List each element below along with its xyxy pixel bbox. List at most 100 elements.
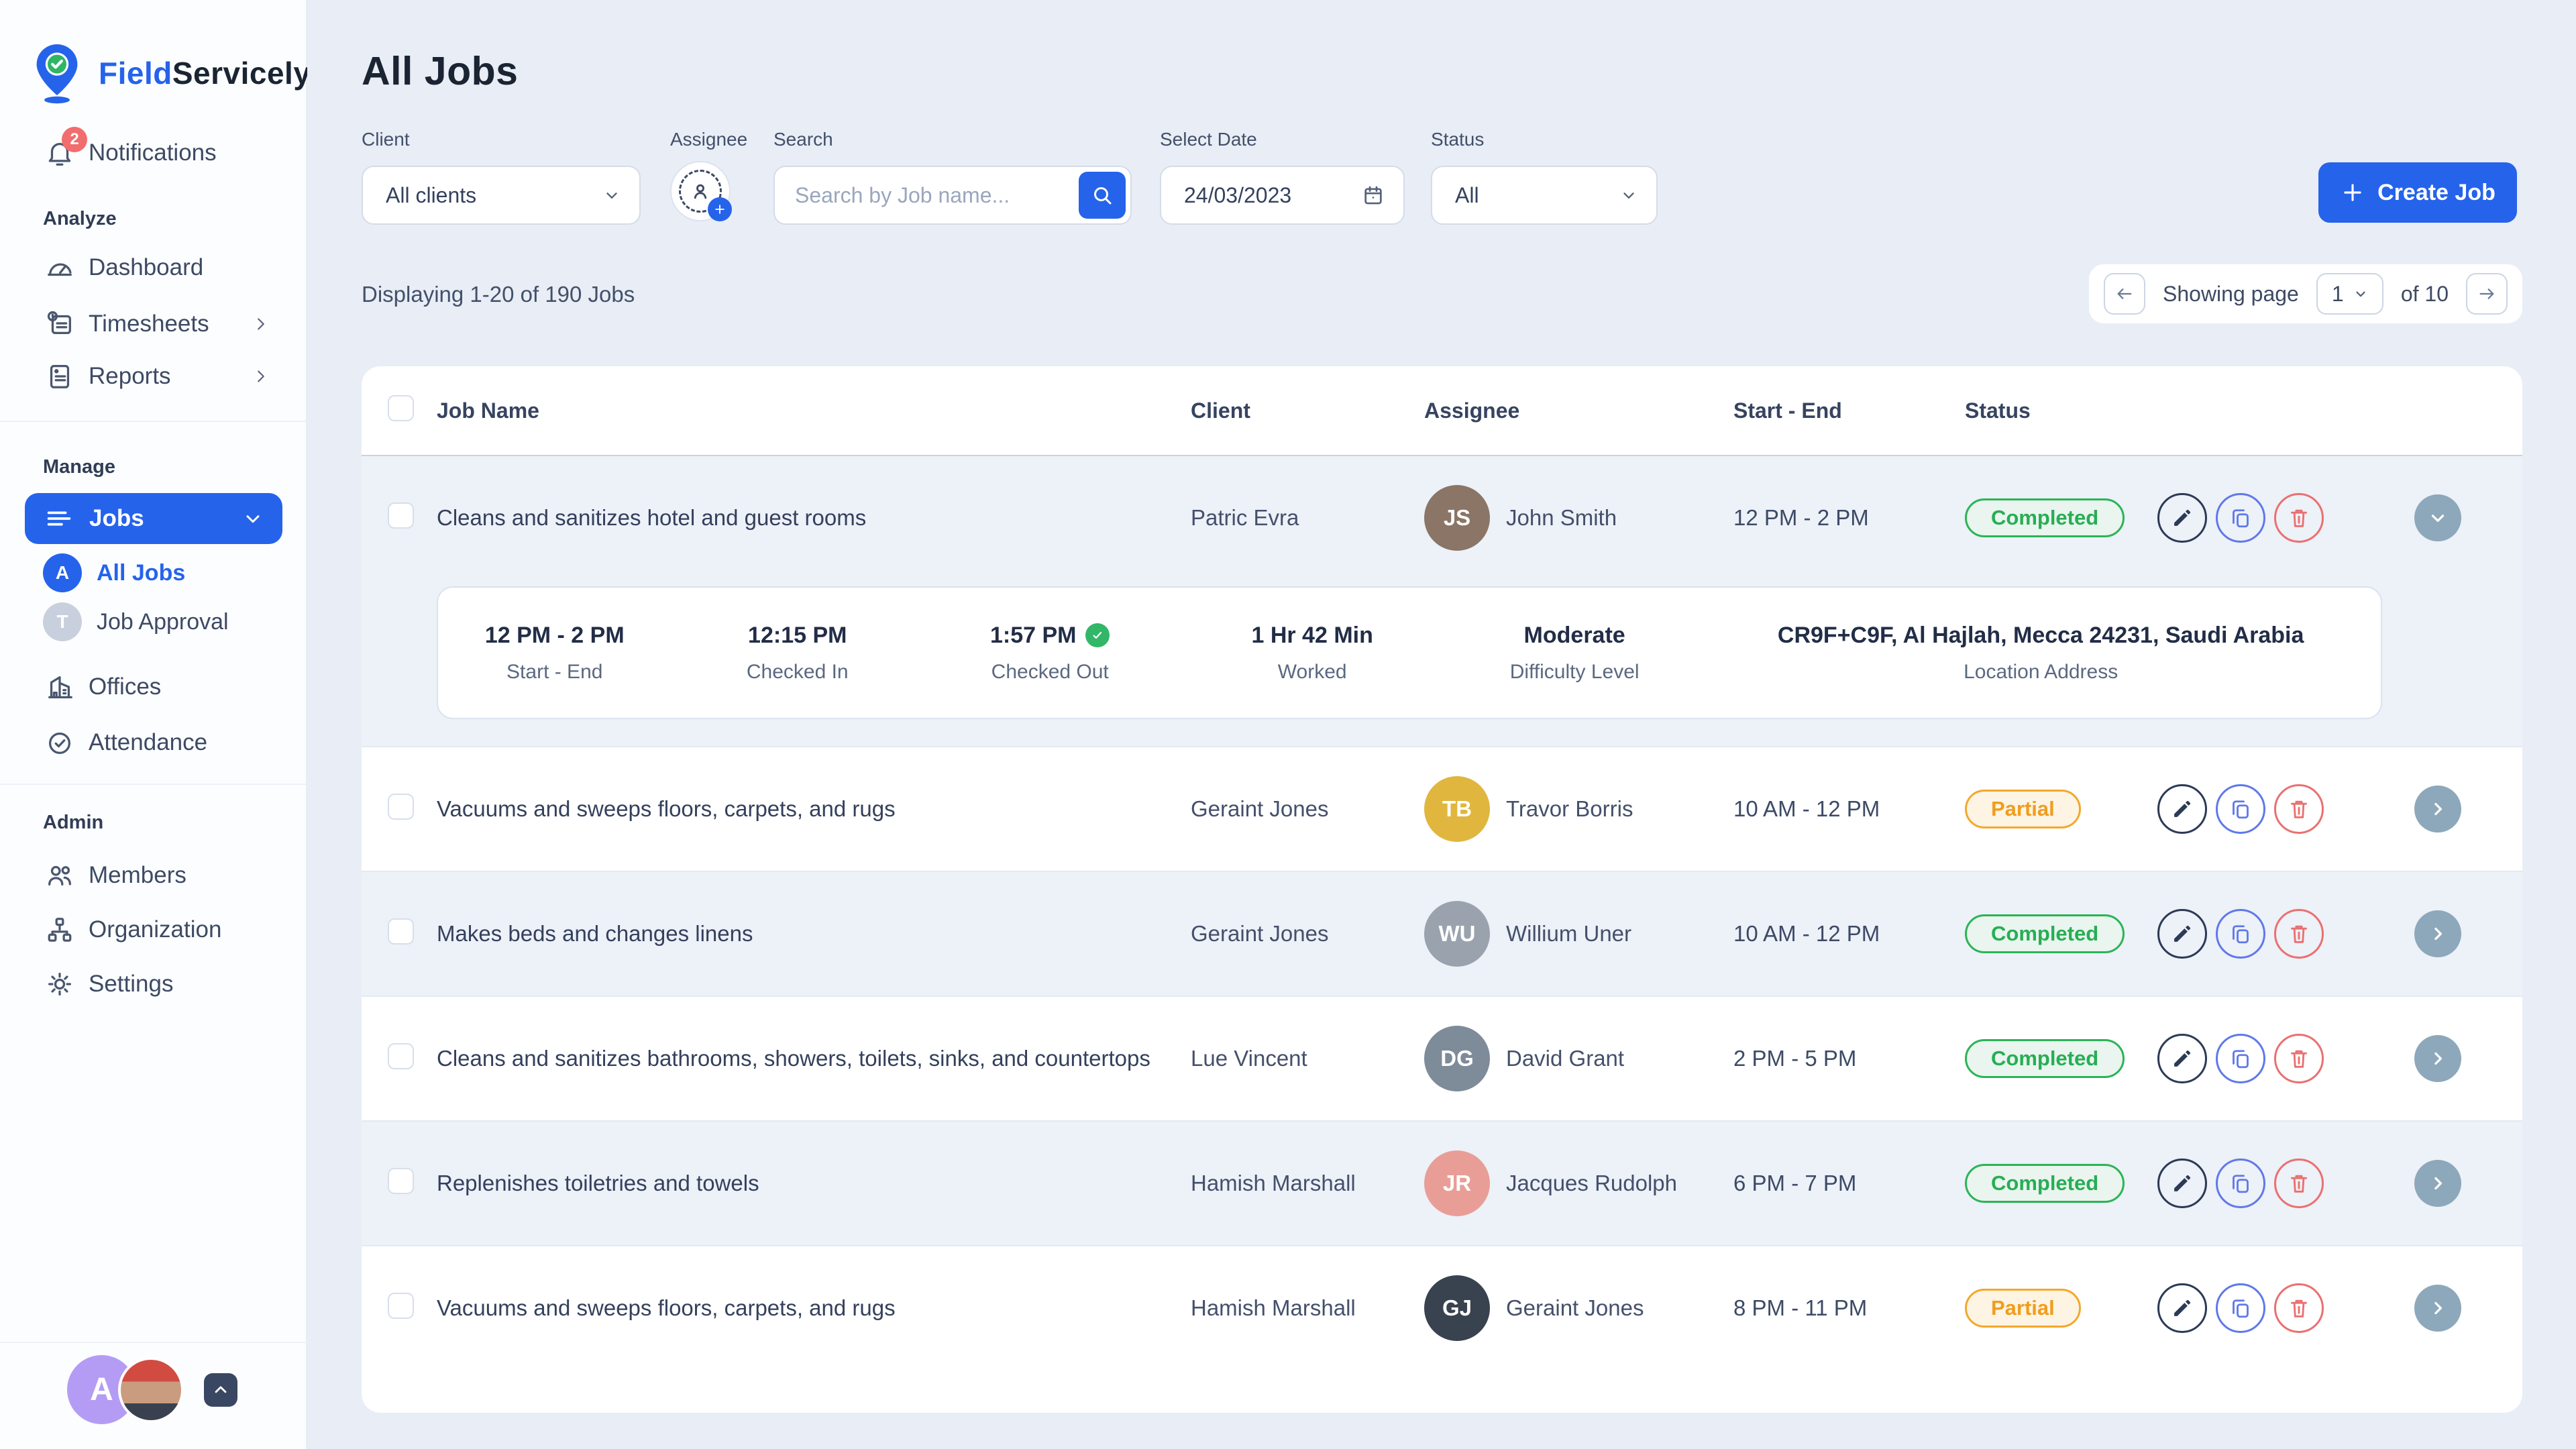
check-icon [1093, 632, 1102, 639]
delete-job-button[interactable] [2274, 784, 2324, 834]
expand-row-button[interactable] [2414, 910, 2461, 957]
org-chart-icon [43, 913, 76, 947]
expand-row-button[interactable] [2414, 1285, 2461, 1332]
status-badge: Partial [1965, 1289, 2081, 1328]
column-header-assignee: Assignee [1424, 398, 1520, 423]
chevron-down-icon [2356, 291, 2365, 297]
assignee-name: Willium Uner [1506, 921, 1632, 946]
column-header-status: Status [1965, 398, 2031, 423]
row-checkbox[interactable] [388, 502, 414, 529]
sidebar-item-members[interactable]: Members [0, 849, 307, 902]
edit-job-button[interactable] [2157, 493, 2207, 543]
duplicate-job-button[interactable] [2216, 1283, 2265, 1333]
client-select[interactable]: All clients [362, 166, 641, 225]
sidebar-item-attendance[interactable]: Attendance [0, 716, 307, 769]
members-icon [43, 859, 76, 892]
sidebar-item-dashboard[interactable]: Dashboard [0, 241, 307, 294]
create-job-button[interactable]: Create Job [2318, 162, 2517, 223]
sidebar-section-analyze: Analyze [43, 208, 117, 229]
sidebar-item-label: Jobs [89, 505, 144, 531]
duplicate-job-button[interactable] [2216, 493, 2265, 543]
date-picker[interactable]: 24/03/2023 [1160, 166, 1405, 225]
table-row[interactable]: Vacuums and sweeps floors, carpets, and … [362, 1246, 2522, 1370]
trash-icon [2291, 925, 2307, 943]
select-all-checkbox[interactable] [388, 394, 414, 421]
job-name: Vacuums and sweeps floors, carpets, and … [437, 796, 896, 821]
job-name: Vacuums and sweeps floors, carpets, and … [437, 1295, 896, 1320]
jobs-list-icon [47, 511, 71, 526]
sidebar-item-offices[interactable]: Offices [0, 660, 307, 714]
page-title: All Jobs [362, 49, 519, 93]
detail-value: 1 Hr 42 Min [1251, 622, 1373, 648]
row-checkbox[interactable] [388, 918, 414, 945]
delete-job-button[interactable] [2274, 1283, 2324, 1333]
edit-job-button[interactable] [2157, 1034, 2207, 1083]
sidebar-divider [0, 784, 306, 785]
chevron-right-icon [2434, 1177, 2442, 1190]
expand-row-button[interactable] [2414, 1035, 2461, 1082]
row-checkbox[interactable] [388, 793, 414, 820]
search-button[interactable] [1079, 172, 1126, 219]
start-end-time: 10 AM - 12 PM [1733, 796, 1880, 821]
row-checkbox[interactable] [388, 1292, 414, 1319]
all-jobs-badge: A [43, 553, 82, 592]
sidebar-item-notifications[interactable]: 2 Notifications [0, 126, 307, 180]
duplicate-job-button[interactable] [2216, 784, 2265, 834]
trash-icon [2291, 1175, 2307, 1193]
edit-pencil-icon [2174, 800, 2191, 817]
status-badge: Partial [1965, 790, 2081, 828]
table-row[interactable]: Replenishes toiletries and towels Hamish … [362, 1122, 2522, 1245]
detail-label: Start - End [506, 660, 603, 683]
status-select[interactable]: All [1431, 166, 1658, 225]
assignee-filter-button[interactable] [670, 161, 732, 221]
previous-page-button[interactable] [2104, 273, 2145, 315]
edit-job-button[interactable] [2157, 1283, 2207, 1333]
sidebar-item-jobs[interactable]: Jobs [25, 493, 282, 544]
sidebar-item-settings[interactable]: Settings [0, 957, 307, 1011]
detail-label: Worked [1277, 660, 1347, 683]
search-input[interactable] [795, 182, 1036, 208]
attendance-check-icon [43, 726, 76, 759]
delete-job-button[interactable] [2274, 1159, 2324, 1208]
expand-row-button[interactable] [2414, 1160, 2461, 1207]
sidebar-item-job-approval[interactable]: T Job Approval [0, 598, 307, 646]
page-select[interactable]: 1 [2316, 273, 2383, 315]
duplicate-job-button[interactable] [2216, 1034, 2265, 1083]
building-icon [43, 670, 76, 704]
client-name: Geraint Jones [1191, 921, 1329, 946]
edit-job-button[interactable] [2157, 909, 2207, 959]
user-photo-avatar[interactable] [118, 1357, 184, 1423]
client-select-value: All clients [386, 182, 477, 207]
delete-job-button[interactable] [2274, 493, 2324, 543]
edit-job-button[interactable] [2157, 1159, 2207, 1208]
edit-job-button[interactable] [2157, 784, 2207, 834]
sidebar-item-label: Notifications [89, 140, 217, 166]
duplicate-icon [2233, 1175, 2249, 1193]
delete-job-button[interactable] [2274, 1034, 2324, 1083]
sidebar-item-all-jobs[interactable]: A All Jobs [0, 549, 307, 597]
next-page-button[interactable] [2466, 273, 2508, 315]
row-checkbox[interactable] [388, 1167, 414, 1194]
detail-value: CR9F+C9F, Al Hajlah, Mecca 24231, Saudi … [1777, 622, 2304, 648]
expand-row-button[interactable] [2414, 494, 2461, 541]
sidebar-item-organization[interactable]: Organization [0, 903, 307, 957]
duplicate-icon [2233, 1050, 2249, 1069]
sidebar-item-timesheets[interactable]: Timesheets [0, 297, 307, 351]
map-pin-logo-icon [36, 44, 78, 104]
table-row[interactable]: Vacuums and sweeps floors, carpets, and … [362, 747, 2522, 871]
sidebar-section-admin: Admin [43, 812, 104, 833]
table-row[interactable]: Makes beds and changes linens Geraint Jon… [362, 872, 2522, 996]
sidebar-item-reports[interactable]: Reports [0, 350, 307, 403]
delete-job-button[interactable] [2274, 909, 2324, 959]
duplicate-job-button[interactable] [2216, 1159, 2265, 1208]
calendar-icon [1364, 186, 1382, 205]
row-checkbox[interactable] [388, 1042, 414, 1069]
duplicate-job-button[interactable] [2216, 909, 2265, 959]
collapse-sidebar-button[interactable] [204, 1373, 237, 1407]
table-row[interactable]: Cleans and sanitizes hotel and guest roo… [362, 456, 2522, 580]
search-icon [1094, 187, 1112, 205]
date-filter-label: Select Date [1160, 129, 1257, 150]
table-row[interactable]: Cleans and sanitizes bathrooms, showers,… [362, 997, 2522, 1120]
expand-row-button[interactable] [2414, 786, 2461, 833]
status-badge: Completed [1965, 1039, 2125, 1078]
